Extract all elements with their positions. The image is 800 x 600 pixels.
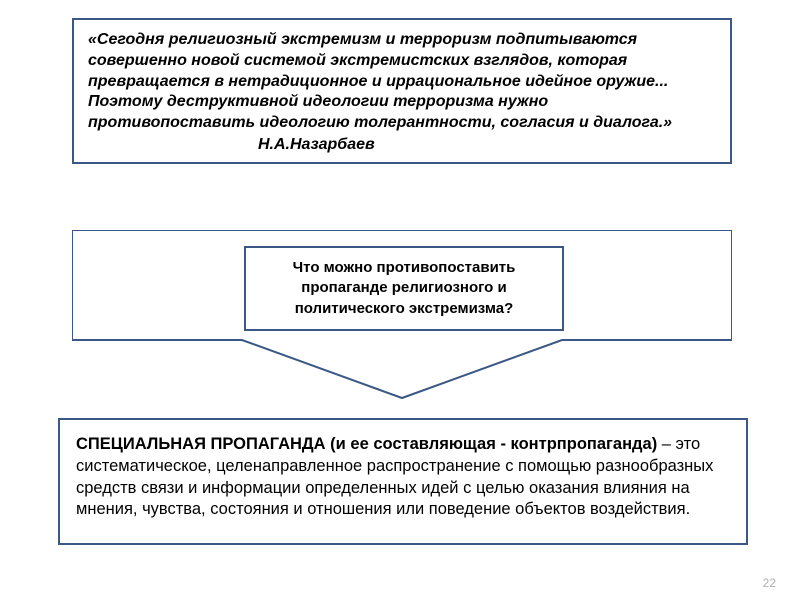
definition-text: СПЕЦИАЛЬНАЯ ПРОПАГАНДА (и ее составляюща…: [76, 434, 730, 521]
quote-text: «Сегодня религиозный экстремизм и террор…: [88, 30, 716, 134]
definition-lead: СПЕЦИАЛЬНАЯ ПРОПАГАНДА (и ее составляюща…: [76, 435, 657, 453]
definition-box: СПЕЦИАЛЬНАЯ ПРОПАГАНДА (и ее составляюща…: [58, 418, 748, 545]
quote-box: «Сегодня религиозный экстремизм и террор…: [72, 18, 732, 164]
question-box: Что можно противопоставить пропаганде ре…: [244, 246, 564, 331]
question-text: Что можно противопоставить пропаганде ре…: [258, 258, 550, 319]
quote-author: Н.А.Назарбаев: [88, 136, 716, 154]
page-number: 22: [763, 576, 776, 590]
